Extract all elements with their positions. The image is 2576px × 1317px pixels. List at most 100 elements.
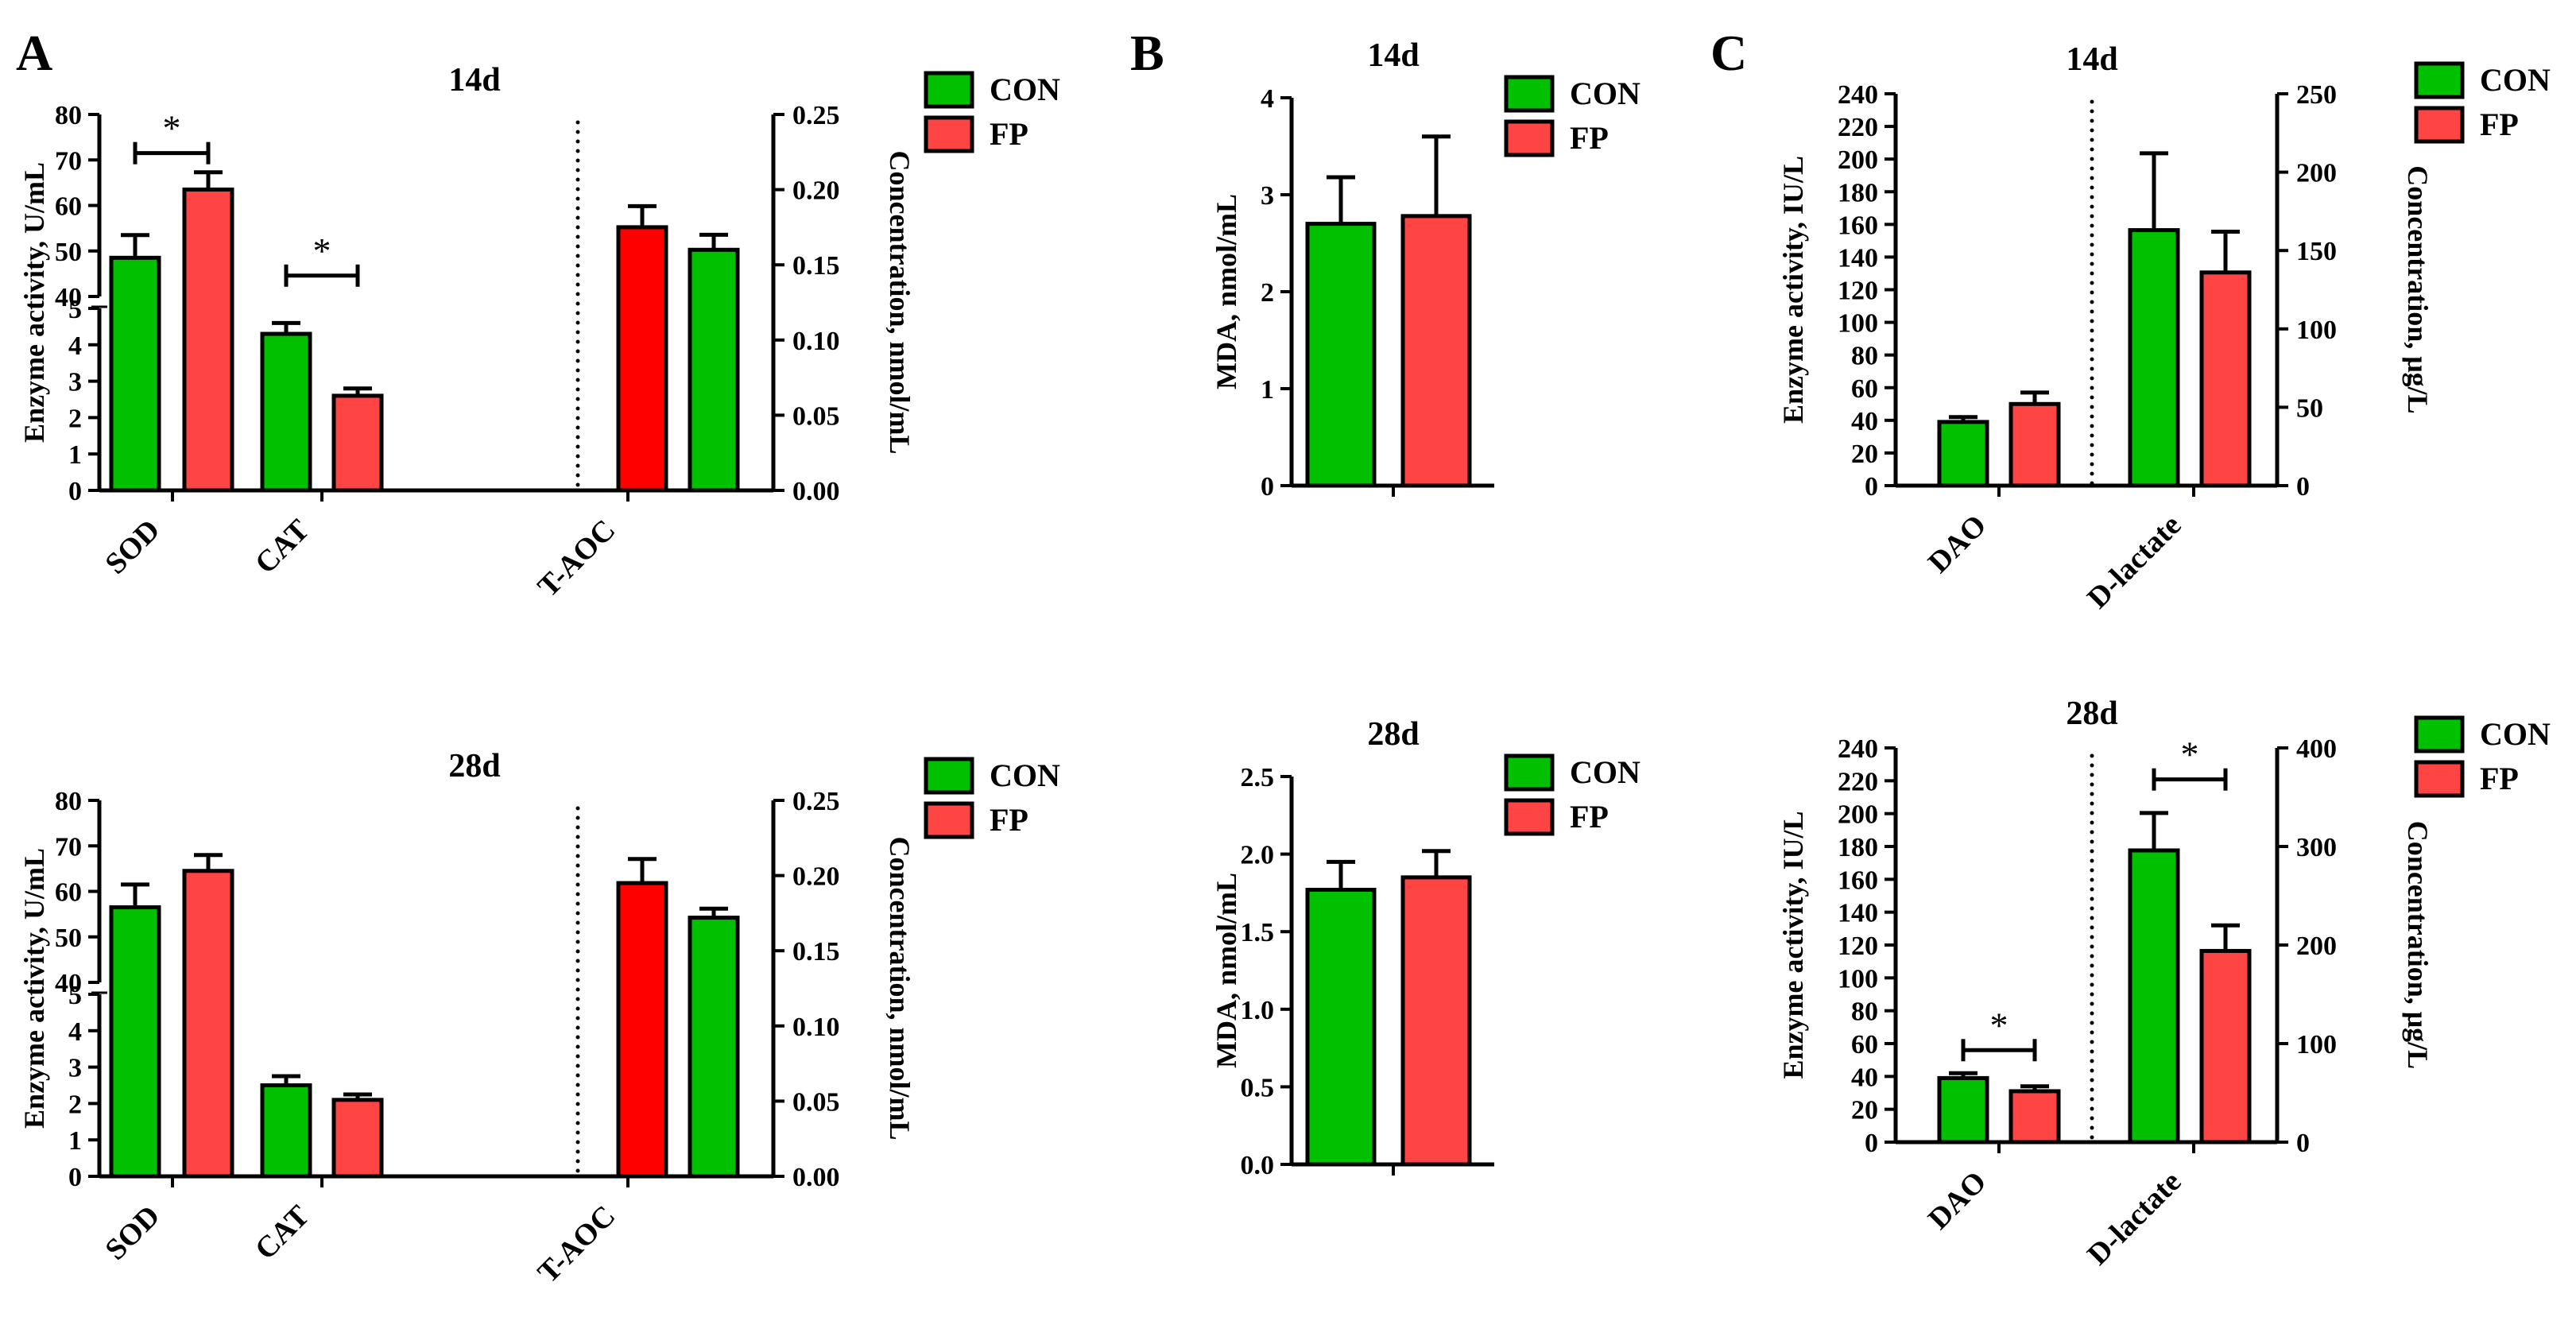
right-tick-label: 100: [2296, 316, 2337, 345]
y-axis-label-right: Concentration, μg/L: [2402, 165, 2434, 413]
x-category-label: CAT: [249, 1199, 316, 1266]
bar-dao-con: [1937, 420, 1989, 488]
bar-dlactate-fp: [2199, 948, 2252, 1145]
bar-taoc-con: [688, 247, 740, 493]
legend-label-con: CON: [1570, 76, 1641, 111]
bar-cat-fp: [331, 393, 384, 493]
chart-c-14d: 14d 0 20 40 60 80 100 120 140 160 180 200 220 240 0 50 1…: [1777, 41, 2551, 615]
bar-sod-fp: [182, 869, 234, 1179]
left-tick-label: 70: [55, 146, 82, 176]
left-tick-label: 3: [68, 1054, 82, 1083]
legend-label-fp: FP: [1570, 120, 1609, 156]
panel-label-c: C: [1710, 25, 1747, 81]
left-tick-label: 2: [68, 404, 82, 433]
left-tick-label: 220: [1838, 767, 1878, 796]
right-tick-label: 100: [2296, 1030, 2337, 1059]
right-tick-label: 0.10: [792, 1013, 840, 1042]
left-tick-label: 0.5: [1241, 1073, 1275, 1102]
left-tick-label: 2.5: [1241, 763, 1275, 792]
left-tick-label: 50: [55, 924, 82, 953]
legend-swatch-con: [924, 71, 974, 109]
left-tick-label: 2.0: [1241, 841, 1275, 870]
right-tick-label: 0.10: [792, 327, 840, 356]
legend-swatch-fp: [2414, 760, 2465, 798]
x-category-label: CAT: [249, 513, 316, 580]
left-tick-label: 240: [1838, 734, 1878, 764]
x-category-label: SOD: [99, 513, 166, 581]
left-tick-label: 160: [1838, 211, 1878, 240]
left-tick-label: 5: [68, 981, 82, 1010]
legend-label-fp: FP: [990, 116, 1028, 152]
left-tick-label: 4: [68, 1017, 82, 1047]
legend-swatch-con: [2414, 715, 2465, 753]
legend-swatch-fp: [2414, 106, 2465, 144]
left-tick-label: 5: [68, 295, 82, 324]
legend-label-fp: FP: [2480, 107, 2519, 142]
left-tick-label: 100: [1838, 309, 1878, 339]
right-tick-label: 0.25: [792, 787, 840, 816]
left-tick-label: 50: [55, 238, 82, 267]
left-tick-label: 80: [55, 101, 82, 130]
chart-title: 28d: [448, 748, 500, 784]
left-tick-label: 220: [1838, 113, 1878, 142]
legend-swatch-fp: [924, 801, 974, 839]
bar-mda-fp: [1400, 214, 1472, 488]
left-tick-label: 180: [1838, 178, 1878, 207]
left-tick-label: 240: [1838, 80, 1878, 110]
bar-taoc-fp: [616, 225, 668, 493]
x-category-label: T-AOC: [532, 513, 622, 604]
legend-swatch-con: [924, 757, 974, 795]
left-tick-label: 40: [55, 969, 82, 998]
x-category-label: DAO: [1922, 509, 1993, 579]
left-tick-label: 120: [1838, 932, 1878, 961]
legend-swatch-fp: [924, 115, 974, 153]
significance-star: *: [2181, 734, 2199, 775]
bar-sod-con: [109, 905, 161, 1179]
bar-dlactate-con: [2128, 228, 2180, 488]
right-tick-label: 200: [2296, 159, 2337, 188]
y-axis-label-right: Concentration, nmol/mL: [884, 151, 916, 455]
left-tick-label: 0.0: [1241, 1151, 1275, 1180]
left-tick-label: 2: [68, 1090, 82, 1119]
chart-a-28d: 28d 0 1 2 3 4 540 50 60 70 80 0.00 0.05 0.10 0.15 0.20 0…: [18, 748, 1060, 1289]
legend-swatch-con: [1504, 75, 1555, 113]
legend-label-fp: FP: [1570, 799, 1609, 835]
left-tick-label: 40: [1851, 1063, 1878, 1092]
right-tick-label: 0.25: [792, 101, 840, 130]
left-tick-label: 0: [1261, 472, 1274, 502]
legend-label-con: CON: [2480, 716, 2551, 752]
left-tick-label: 70: [55, 832, 82, 862]
right-tick-label: 0: [2296, 472, 2310, 502]
chart-title: 14d: [2066, 41, 2117, 78]
left-tick-label: 4: [68, 331, 82, 361]
left-tick-label: 120: [1838, 277, 1878, 306]
bar-dao-fp: [2009, 401, 2061, 488]
left-tick-label: 60: [55, 192, 82, 222]
left-tick-label: 40: [1851, 407, 1878, 436]
left-tick-label: 60: [1851, 1030, 1878, 1059]
left-tick-label: 1: [1261, 375, 1274, 405]
bar-sod-fp: [182, 187, 234, 493]
x-category-label: DAO: [1922, 1165, 1993, 1236]
right-tick-label: 0.15: [792, 937, 840, 966]
legend-swatch-fp: [1504, 119, 1555, 157]
bar-cat-con: [260, 331, 312, 493]
left-tick-label: 2: [1261, 278, 1274, 308]
chart-b-14d: 14d 0 1 2 3 4 MDA, nmol/mL CON FP: [1211, 37, 1641, 502]
left-tick-label: 0: [68, 477, 82, 506]
right-tick-label: 0.00: [792, 1163, 840, 1192]
right-tick-label: 150: [2296, 237, 2337, 266]
legend-swatch-con: [2414, 61, 2465, 99]
right-tick-label: 0.05: [792, 401, 840, 431]
left-tick-label: 100: [1838, 964, 1878, 994]
bar-cat-fp: [331, 1098, 384, 1179]
left-tick-label: 200: [1838, 145, 1878, 175]
left-tick-label: 1: [68, 1126, 82, 1156]
right-tick-label: 0: [2296, 1129, 2310, 1158]
legend-label-con: CON: [2480, 62, 2551, 98]
legend-swatch-fp: [1504, 798, 1555, 836]
right-tick-label: 0.20: [792, 862, 840, 892]
right-tick-label: 0.15: [792, 251, 840, 281]
y-axis-label-left: Enzyme activity, U/mL: [18, 162, 50, 443]
legend-label-fp: FP: [990, 802, 1028, 838]
